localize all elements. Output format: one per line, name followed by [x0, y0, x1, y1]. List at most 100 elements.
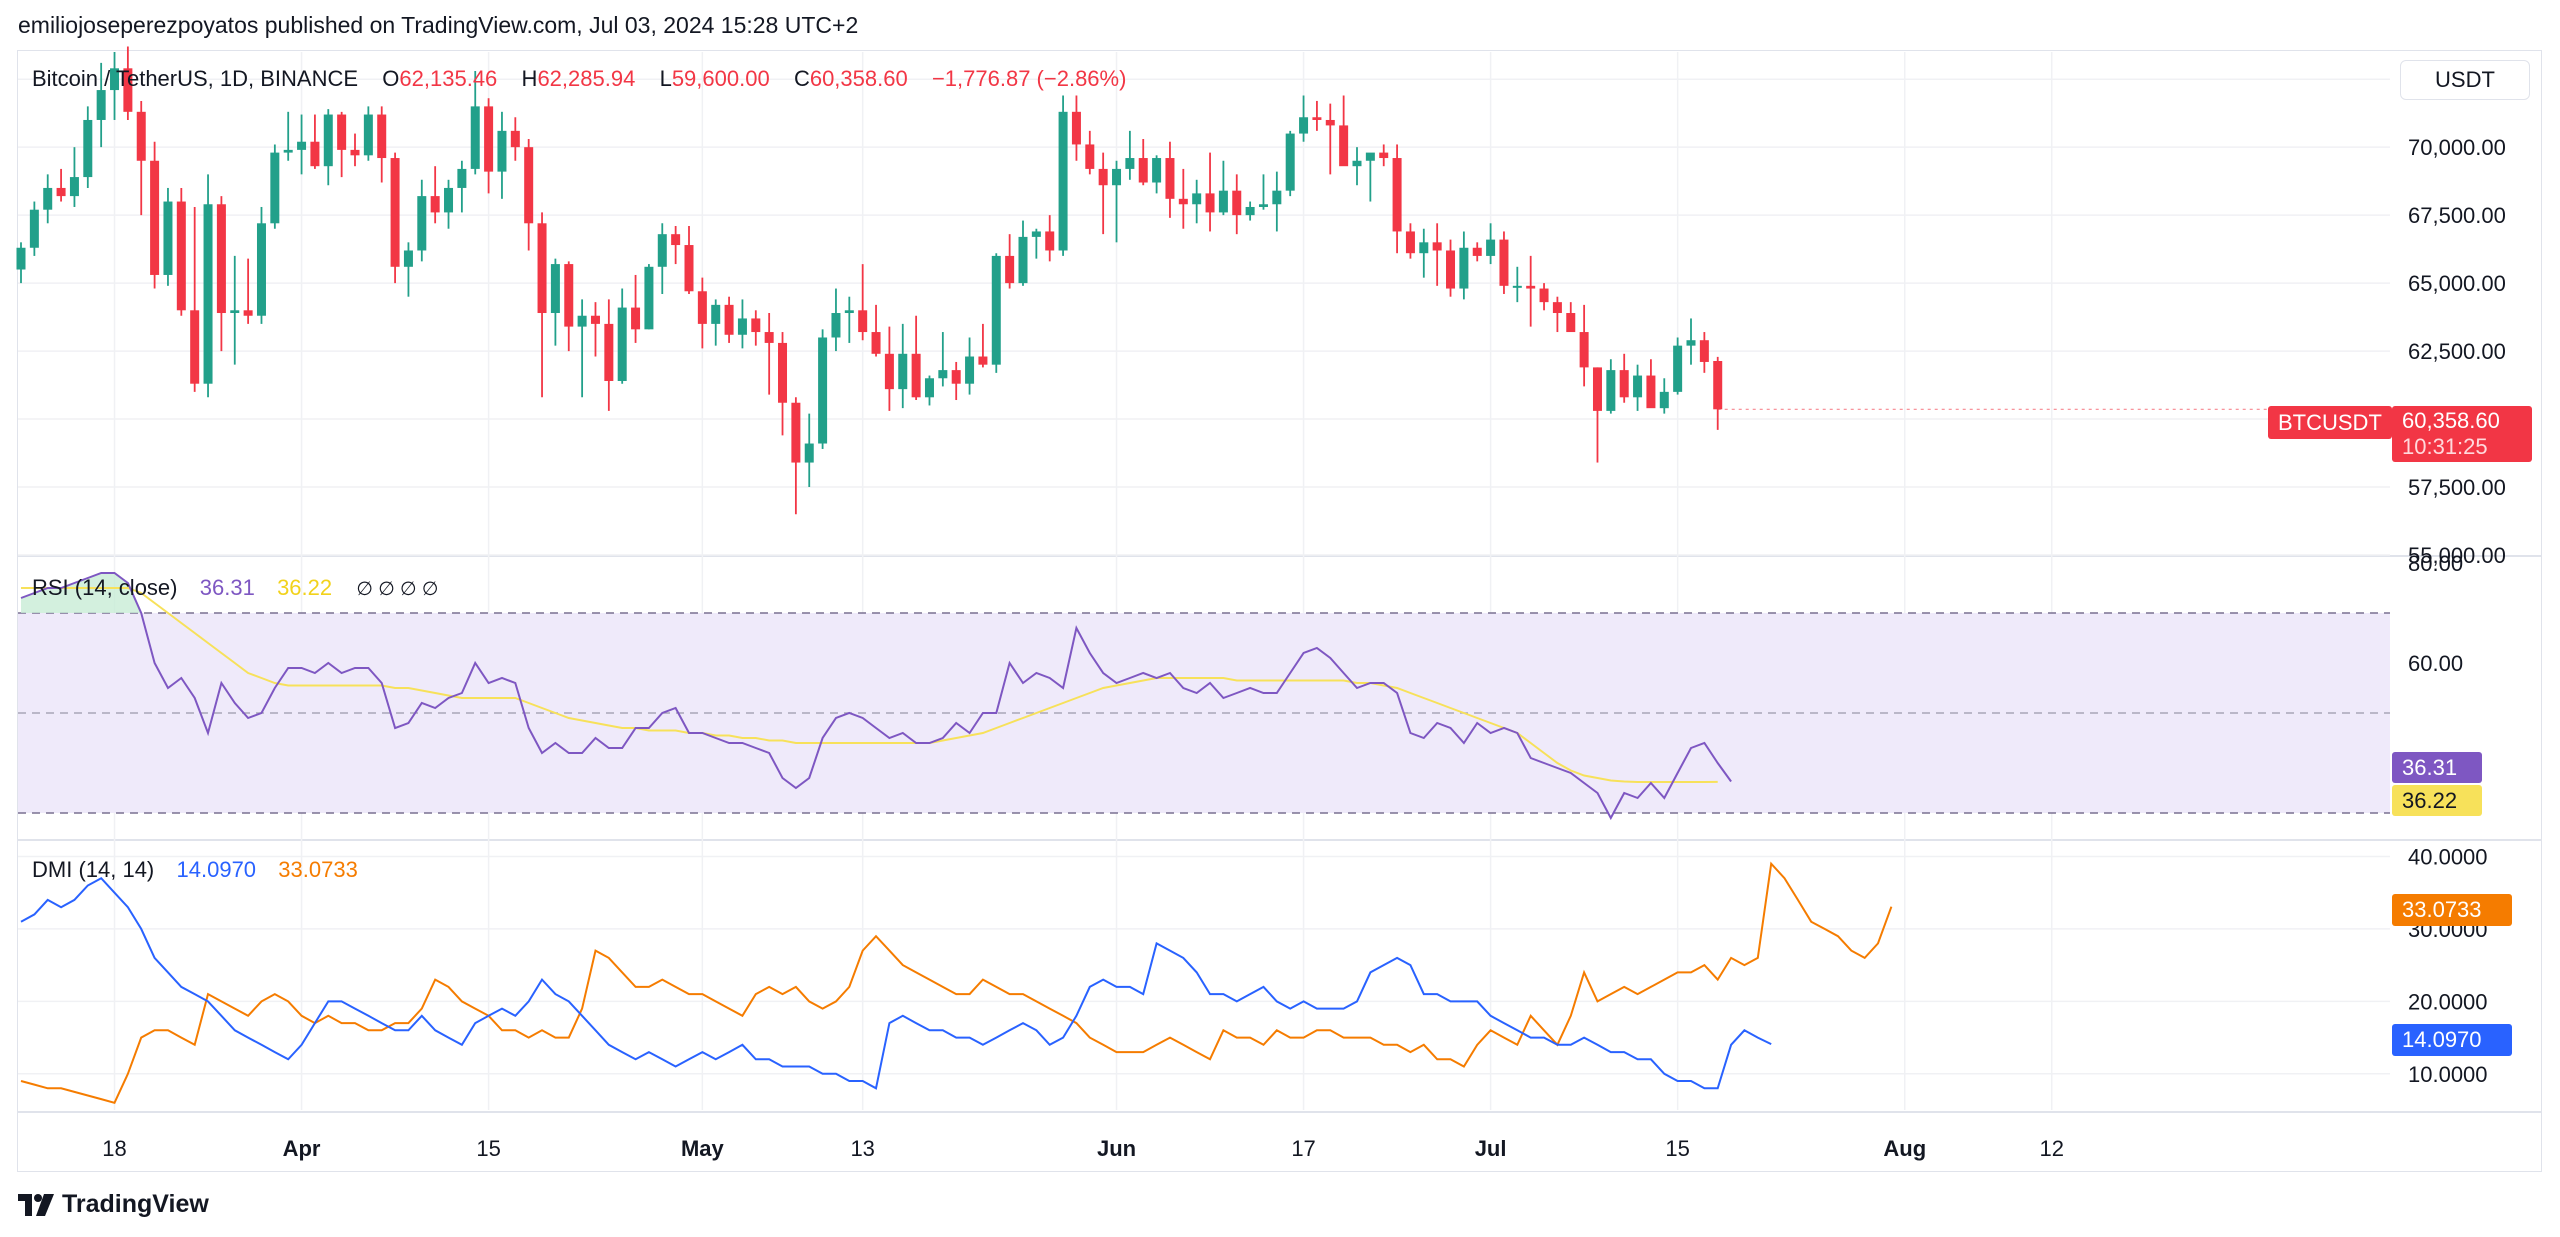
- tradingview-brand: TradingView: [62, 1190, 209, 1218]
- candle-body: [96, 90, 106, 120]
- open-value: 62,135.46: [399, 66, 498, 91]
- candle-body: [1258, 204, 1268, 207]
- time-axis-tick: 18: [102, 1136, 126, 1161]
- candle-body: [1659, 391, 1669, 409]
- candle-body: [1566, 313, 1576, 333]
- candle-body: [203, 204, 213, 384]
- candle-body: [216, 204, 226, 314]
- candle-body: [1633, 375, 1643, 398]
- dmi-minus-price-tag: 33.0733: [2392, 894, 2512, 926]
- candle-body: [524, 147, 534, 224]
- candle-body: [737, 318, 747, 335]
- candle-body: [123, 68, 133, 112]
- candle-body: [858, 310, 868, 333]
- candle-body: [1392, 158, 1402, 232]
- price-axis-tick: 67,500.00: [2408, 203, 2506, 228]
- candle-body: [884, 353, 894, 390]
- chart-header: Bitcoin / TetherUS, 1D, BINANCE O62,135.…: [32, 66, 1126, 92]
- candle-body: [1272, 190, 1282, 205]
- candle-body: [470, 106, 480, 169]
- candle-body: [1285, 133, 1295, 191]
- rsi-empty-values: ∅ ∅ ∅ ∅: [356, 579, 439, 600]
- dmi-minus-value: 33.0733: [278, 857, 358, 882]
- symbol-price-tag: BTCUSDT: [2268, 406, 2392, 439]
- candle-body: [29, 209, 39, 248]
- candle-body: [778, 342, 788, 403]
- time-axis-tick: 15: [476, 1136, 500, 1161]
- dmi-plus-value: 14.0970: [176, 857, 257, 882]
- candle-body: [363, 114, 373, 156]
- dmi-axis-tick: 20.0000: [2408, 989, 2488, 1014]
- candle-body: [898, 353, 908, 390]
- candle-body: [1686, 340, 1696, 346]
- candle-body: [43, 187, 53, 210]
- tradingview-logo[interactable]: TradingView: [18, 1190, 209, 1219]
- candle-body: [1552, 302, 1562, 314]
- candle-body: [350, 149, 360, 156]
- last-price-value: 60,358.60: [2402, 408, 2500, 433]
- candle-body: [671, 234, 681, 246]
- candle-body: [1446, 250, 1456, 289]
- change-value: −1,776.87 (−2.86%): [931, 66, 1127, 91]
- candle-body: [1579, 332, 1589, 368]
- candle-body: [751, 318, 761, 333]
- candle-body: [1325, 119, 1335, 126]
- candle-body: [176, 201, 186, 311]
- price-axis-tick: 70,000.00: [2408, 135, 2506, 160]
- candle-body: [457, 168, 467, 188]
- time-axis-tick: Jun: [1097, 1136, 1136, 1161]
- candle-body: [323, 114, 333, 167]
- candle-body: [1486, 239, 1496, 256]
- rsi-ma-line: [21, 587, 1718, 783]
- candle-body: [631, 307, 641, 330]
- candle-body: [1526, 285, 1536, 289]
- candle-body: [1138, 158, 1148, 183]
- candle-body: [537, 223, 547, 314]
- dmi-axis-tick: 40.0000: [2408, 844, 2488, 869]
- candle-body: [1085, 144, 1095, 169]
- candle-body: [911, 353, 921, 398]
- candle-body: [430, 196, 440, 213]
- candle-body: [1646, 375, 1656, 409]
- candle-body: [497, 130, 507, 172]
- candle-body: [283, 149, 293, 153]
- candle-body: [390, 158, 400, 267]
- candle-body: [590, 315, 600, 324]
- candle-body: [1339, 125, 1349, 167]
- candle-body: [844, 310, 854, 314]
- candle-body: [1713, 360, 1723, 410]
- candle-body: [1125, 158, 1135, 169]
- last-price-tag: 60,358.60 10:31:25: [2392, 406, 2532, 462]
- rsi-overbought-fill: [21, 573, 142, 613]
- candle-body: [163, 201, 173, 275]
- candle-body: [83, 119, 93, 178]
- low-value: 59,600.00: [671, 66, 770, 91]
- candle-body: [1352, 160, 1362, 167]
- candle-body: [818, 337, 828, 444]
- candle-body: [110, 68, 120, 91]
- candle-body: [938, 370, 948, 379]
- candle-body: [991, 255, 1001, 365]
- candle-body: [1152, 158, 1162, 183]
- candle-body: [310, 141, 320, 167]
- candle-body: [1005, 255, 1015, 284]
- candle-body: [1098, 168, 1108, 186]
- candle-body: [190, 310, 200, 384]
- candle-body: [417, 196, 427, 251]
- rsi-value: 36.31: [199, 575, 255, 600]
- currency-button[interactable]: USDT: [2400, 60, 2530, 100]
- candle-body: [484, 106, 494, 172]
- rsi-price-tag: 36.31: [2392, 752, 2482, 783]
- open-label: O: [382, 66, 400, 91]
- price-axis-tick: 57,500.00: [2408, 475, 2506, 500]
- candle-body: [711, 304, 721, 324]
- time-axis-tick: Jul: [1475, 1136, 1507, 1161]
- candle-body: [1018, 236, 1028, 284]
- candle-body: [1071, 111, 1081, 145]
- countdown-value: 10:31:25: [2402, 434, 2488, 459]
- candle-body: [270, 152, 280, 224]
- candle-body: [1232, 190, 1242, 216]
- time-axis-tick: Aug: [1883, 1136, 1926, 1161]
- candle-body: [1472, 247, 1482, 256]
